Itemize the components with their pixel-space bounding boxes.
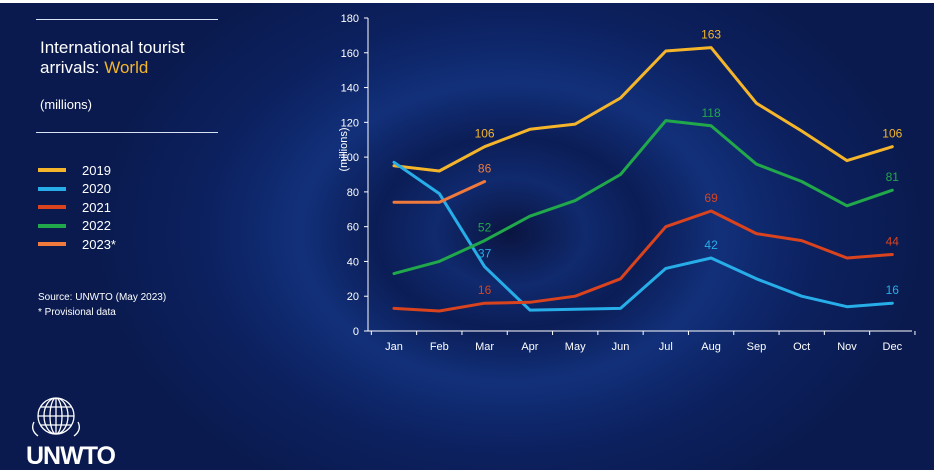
unwto-logo: UNWTO — [24, 396, 134, 470]
series-line-2022 — [392, 119, 894, 276]
x-tick-label: Apr — [521, 341, 538, 353]
legend-item: 2019 — [38, 161, 116, 180]
legend-label: 2022 — [82, 218, 111, 234]
y-tick-label: 160 — [341, 48, 359, 60]
data-label: 42 — [704, 238, 718, 252]
y-tick-label: 80 — [347, 187, 359, 199]
footnote-text: * Provisional data — [38, 307, 116, 318]
x-tick-label: Jan — [385, 341, 403, 353]
y-tick-label: 140 — [341, 83, 359, 95]
data-label: 44 — [886, 234, 900, 248]
data-label: 106 — [475, 127, 495, 141]
legend-label: 2023* — [82, 236, 116, 252]
units-label: (millions) — [40, 97, 92, 112]
logo-wordmark: UNWTO — [26, 442, 116, 466]
y-tick-label: 40 — [347, 256, 359, 268]
data-label: 16 — [478, 283, 492, 297]
x-tick-label: Sep — [747, 341, 767, 353]
chart-title: International tourist arrivals: World — [40, 38, 185, 78]
x-tick-label: Mar — [475, 341, 494, 353]
x-tick-label: Feb — [430, 341, 449, 353]
data-label: 163 — [701, 28, 721, 42]
legend-swatch — [38, 242, 66, 247]
series-line-2023 — [392, 180, 487, 204]
legend-item: 2021 — [38, 198, 116, 217]
legend-swatch — [38, 223, 66, 228]
source-text: Source: UNWTO (May 2023) — [38, 292, 167, 303]
globe-icon: UNWTO — [26, 397, 117, 470]
data-label: 106 — [882, 127, 902, 141]
data-label: 52 — [478, 221, 492, 235]
y-tick-label: 0 — [353, 326, 359, 338]
infographic: International tourist arrivals: World (m… — [0, 3, 934, 470]
legend-item: 2020 — [38, 180, 116, 199]
x-tick-label: Aug — [701, 341, 721, 353]
line-chart: 0 20 40 60 80 100 120 140 160 180 Jan Feb Mar Apr May J… — [338, 13, 916, 353]
y-tick-label: 180 — [341, 13, 359, 25]
legend-item: 2022 — [38, 217, 116, 236]
x-tick-label: Jun — [612, 341, 630, 353]
data-label: 86 — [478, 161, 492, 175]
legend-swatch — [38, 168, 66, 173]
title-accent: World — [104, 58, 149, 77]
legend-label: 2020 — [82, 181, 111, 197]
data-label: 16 — [886, 283, 900, 297]
title-line-1: International tourist — [40, 38, 185, 57]
legend-label: 2019 — [82, 162, 111, 178]
y-tick-label: 120 — [341, 117, 359, 129]
top-divider — [36, 19, 218, 20]
y-axis-title: (millions) — [338, 128, 350, 172]
title-line-2: arrivals: World — [40, 58, 185, 78]
middle-divider — [36, 132, 218, 133]
legend: 2019 2020 2021 2022 2023* — [38, 161, 116, 254]
legend-swatch — [38, 205, 66, 210]
legend-label: 2021 — [82, 199, 111, 215]
data-label: 37 — [478, 247, 492, 261]
x-tick-label: Oct — [793, 341, 810, 353]
source-note: Source: UNWTO (May 2023) * Provisional d… — [38, 290, 166, 320]
y-tick-label: 60 — [347, 222, 359, 234]
x-tick-label: Dec — [883, 341, 903, 353]
y-tick-label: 20 — [347, 291, 359, 303]
series-line-2021 — [392, 209, 894, 313]
data-label: 118 — [702, 106, 721, 120]
x-tick-label: May — [565, 341, 586, 353]
series-line-2019 — [392, 46, 894, 173]
x-tick-label: Nov — [837, 341, 857, 353]
legend-swatch — [38, 186, 66, 191]
data-label: 81 — [886, 170, 900, 184]
series-line-2020 — [392, 160, 894, 312]
y-tick-label: 100 — [341, 152, 359, 164]
legend-item: 2023* — [38, 235, 116, 254]
title-prefix: arrivals: — [40, 58, 105, 77]
x-tick-label: Jul — [659, 341, 673, 353]
data-label: 69 — [704, 191, 718, 205]
